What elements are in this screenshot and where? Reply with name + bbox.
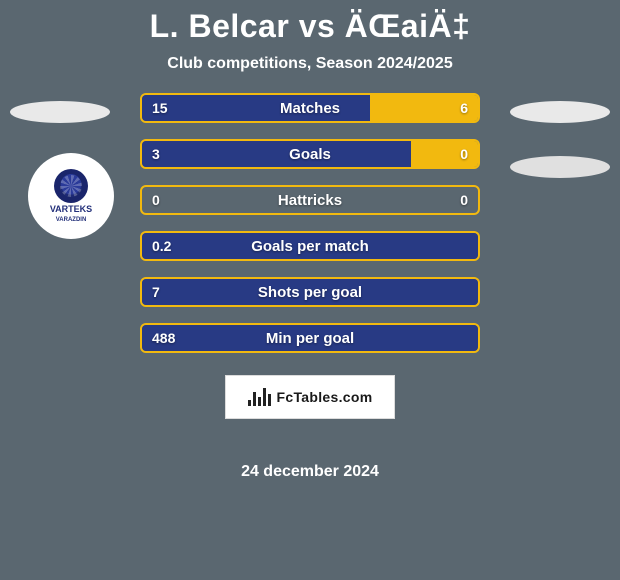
stat-row: 156Matches [140, 93, 480, 123]
brand-suffix: Tables.com [293, 389, 372, 405]
stat-seg-left [142, 279, 478, 305]
stat-seg-right [370, 95, 478, 121]
club-left-logo: VARTEKS VARAZDIN [28, 153, 114, 239]
logo-line-3: VARAZDIN [56, 217, 87, 223]
page-subtitle: Club competitions, Season 2024/2025 [0, 55, 620, 73]
stat-row: 0.2Goals per match [140, 231, 480, 261]
stat-seg-left [142, 141, 411, 167]
soccer-ball-icon [54, 169, 88, 203]
stat-seg-left [142, 325, 478, 351]
stat-seg-right [411, 141, 478, 167]
stat-bars: 156Matches 30Goals 0 0Hattricks 0.2Goals per… [140, 93, 480, 369]
player-right-placeholder-icon [510, 101, 610, 123]
stat-row: 30Goals [140, 139, 480, 169]
logo-line-2: VARTEKS [50, 204, 92, 214]
stat-value-left: 0 [152, 187, 160, 213]
stat-seg-left [142, 95, 370, 121]
club-right-placeholder-icon [510, 156, 610, 178]
stat-row: 488Min per goal [140, 323, 480, 353]
stat-row: 0 0Hattricks [140, 185, 480, 215]
brand-badge[interactable]: FcTables.com [225, 375, 395, 419]
stat-seg-left [142, 233, 478, 259]
page-root: L. Belcar vs ÄŒaiÄ‡ Club competitions, S… [0, 0, 620, 580]
bar-chart-icon [248, 388, 271, 406]
player-left-placeholder-icon [10, 101, 110, 123]
stat-label: Hattricks [142, 187, 478, 213]
brand-text: FcTables.com [277, 389, 373, 405]
footer-date: 24 december 2024 [0, 463, 620, 481]
brand-prefix: Fc [277, 389, 294, 405]
club-left-logo-text: VARTEKS VARAZDIN [50, 169, 92, 224]
page-title: L. Belcar vs ÄŒaiÄ‡ [0, 0, 620, 45]
comparison-panel: VARTEKS VARAZDIN 156Matches30Goals00Hatt… [0, 101, 620, 401]
stat-value-right: 0 [460, 187, 468, 213]
stat-row: 7Shots per goal [140, 277, 480, 307]
